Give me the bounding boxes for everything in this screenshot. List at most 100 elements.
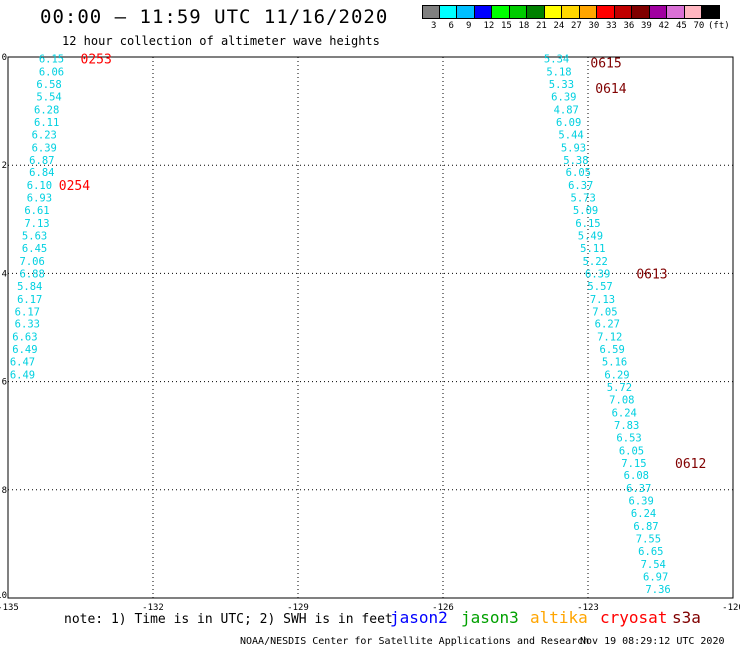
y-tick-label: -2 <box>0 161 7 171</box>
color-swatch <box>702 5 720 19</box>
wave-height-value: 6.53 <box>616 432 641 444</box>
wave-height-value: 6.15 <box>575 218 600 230</box>
legend-cryosat: cryosat <box>600 608 668 627</box>
wave-height-value: 6.33 <box>15 319 40 331</box>
wave-height-value: 7.55 <box>636 533 661 545</box>
color-scale-tick: 42 <box>658 21 670 31</box>
color-scale-bar <box>422 5 720 19</box>
wave-height-value: 6.15 <box>39 54 64 66</box>
color-swatch <box>597 5 615 19</box>
wave-height-value: 5.44 <box>558 129 583 141</box>
color-scale-ticks: 3 6 9 12 15 18 21 24 27 30 33 36 39 42 45 70 (ft) <box>422 21 740 33</box>
wave-height-value: 6.29 <box>604 370 629 382</box>
wave-height-value: 6.87 <box>633 521 658 533</box>
wave-height-value: 5.49 <box>578 231 603 243</box>
legend-altika: altika <box>530 608 588 627</box>
wave-height-value: 6.23 <box>32 129 57 141</box>
wave-height-value: 5.09 <box>573 205 598 217</box>
wave-height-value: 6.37 <box>568 180 593 192</box>
wave-height-value: 6.24 <box>631 508 656 520</box>
pass-time-label: 0253 <box>81 53 112 68</box>
color-swatch <box>649 5 667 19</box>
credit-timestamp: Nov 19 08:29:12 UTC 2020 <box>580 636 725 647</box>
wave-height-value: 6.10 <box>27 180 52 192</box>
wave-height-value: 5.84 <box>17 281 42 293</box>
x-tick-label: -129 <box>287 603 309 613</box>
legend-jason3: jason3 <box>461 608 519 627</box>
wave-height-value: 5.57 <box>587 281 612 293</box>
wave-height-value: 5.22 <box>583 256 608 268</box>
footer-note: note: 1) Time is in UTC; 2) SWH is in fe… <box>64 612 393 627</box>
wave-height-value: 6.45 <box>22 243 47 255</box>
color-scale-tick: 39 <box>641 21 652 31</box>
wave-height-value: 5.11 <box>580 243 605 255</box>
wave-height-value: 6.17 <box>15 306 40 318</box>
wave-height-value: 7.13 <box>590 294 615 306</box>
wave-height-value: 5.34 <box>544 54 569 66</box>
x-tick-label: -120 <box>722 603 740 613</box>
color-scale-tick: 6 <box>448 21 454 31</box>
wave-height-value: 5.54 <box>36 91 61 103</box>
legend-jason2: jason2 <box>390 608 448 627</box>
wave-height-value: 6.97 <box>643 571 668 583</box>
wave-height-value: 6.27 <box>595 319 620 331</box>
color-scale-tick: 12 <box>483 21 495 31</box>
map-subtitle: 12 hour collection of altimeter wave hei… <box>62 34 380 48</box>
pass-time-label: 0612 <box>675 457 706 472</box>
wave-height-value: 6.06 <box>39 67 64 79</box>
wave-height-value: 7.36 <box>645 584 670 596</box>
y-tick-label: -8 <box>0 486 7 496</box>
color-swatch <box>632 5 650 19</box>
color-swatch <box>509 5 527 19</box>
wave-height-value: 6.39 <box>629 496 654 508</box>
color-scale-tick: 3 <box>431 21 437 31</box>
color-swatch <box>492 5 510 19</box>
wave-height-value: 7.54 <box>641 559 666 571</box>
wave-height-value: 6.24 <box>612 407 637 419</box>
wave-height-value: 4.87 <box>554 104 579 116</box>
wave-height-value: 6.58 <box>36 79 61 91</box>
color-scale-tick: 33 <box>606 21 617 31</box>
color-scale-tick: 9 <box>466 21 472 31</box>
x-tick-label: -126 <box>432 603 454 613</box>
wave-height-value: 6.93 <box>27 193 52 205</box>
y-tick-label: 0 <box>2 53 7 63</box>
color-scale-tick: 27 <box>571 21 582 31</box>
x-tick-label: -123 <box>577 603 599 613</box>
wave-height-value: 7.15 <box>621 458 646 470</box>
pass-time-label: 0254 <box>59 179 90 194</box>
wave-height-value: 6.47 <box>10 357 35 369</box>
color-scale-tick: 21 <box>536 21 547 31</box>
wave-height-value: 5.73 <box>571 193 596 205</box>
color-scale-tick: 70 <box>693 21 705 31</box>
x-tick-label: -135 <box>0 603 19 613</box>
wave-height-value: 6.37 <box>626 483 651 495</box>
color-scale-tick: 30 <box>588 21 600 31</box>
wave-height-value: 6.63 <box>12 332 37 344</box>
color-swatch <box>527 5 545 19</box>
color-scale-tick: 24 <box>553 21 565 31</box>
y-tick-label: -4 <box>0 269 7 279</box>
color-swatch <box>667 5 685 19</box>
color-swatch <box>544 5 562 19</box>
wave-height-value: 5.18 <box>546 67 571 79</box>
wave-height-value: 6.49 <box>12 344 37 356</box>
pass-time-label: 0613 <box>636 267 667 282</box>
wave-height-value: 6.39 <box>551 91 576 103</box>
map-title: 00:00 – 11:59 UTC 11/16/2020 <box>40 6 389 28</box>
color-scale-tick: (ft) <box>708 21 730 31</box>
wave-height-value: 5.33 <box>549 79 574 91</box>
color-swatch <box>474 5 492 19</box>
wave-height-value: 6.39 <box>32 142 57 154</box>
color-swatch <box>562 5 580 19</box>
wave-height-value: 6.61 <box>24 205 49 217</box>
wave-height-value: 7.83 <box>614 420 639 432</box>
color-scale-tick: 36 <box>623 21 635 31</box>
credit-line: NOAA/NESDIS Center for Satellite Applica… <box>240 636 590 647</box>
color-scale-tick: 18 <box>518 21 530 31</box>
wave-height-value: 6.84 <box>29 167 54 179</box>
color-swatch <box>422 5 440 19</box>
x-tick-label: -132 <box>142 603 164 613</box>
wave-height-value: 6.87 <box>29 155 54 167</box>
